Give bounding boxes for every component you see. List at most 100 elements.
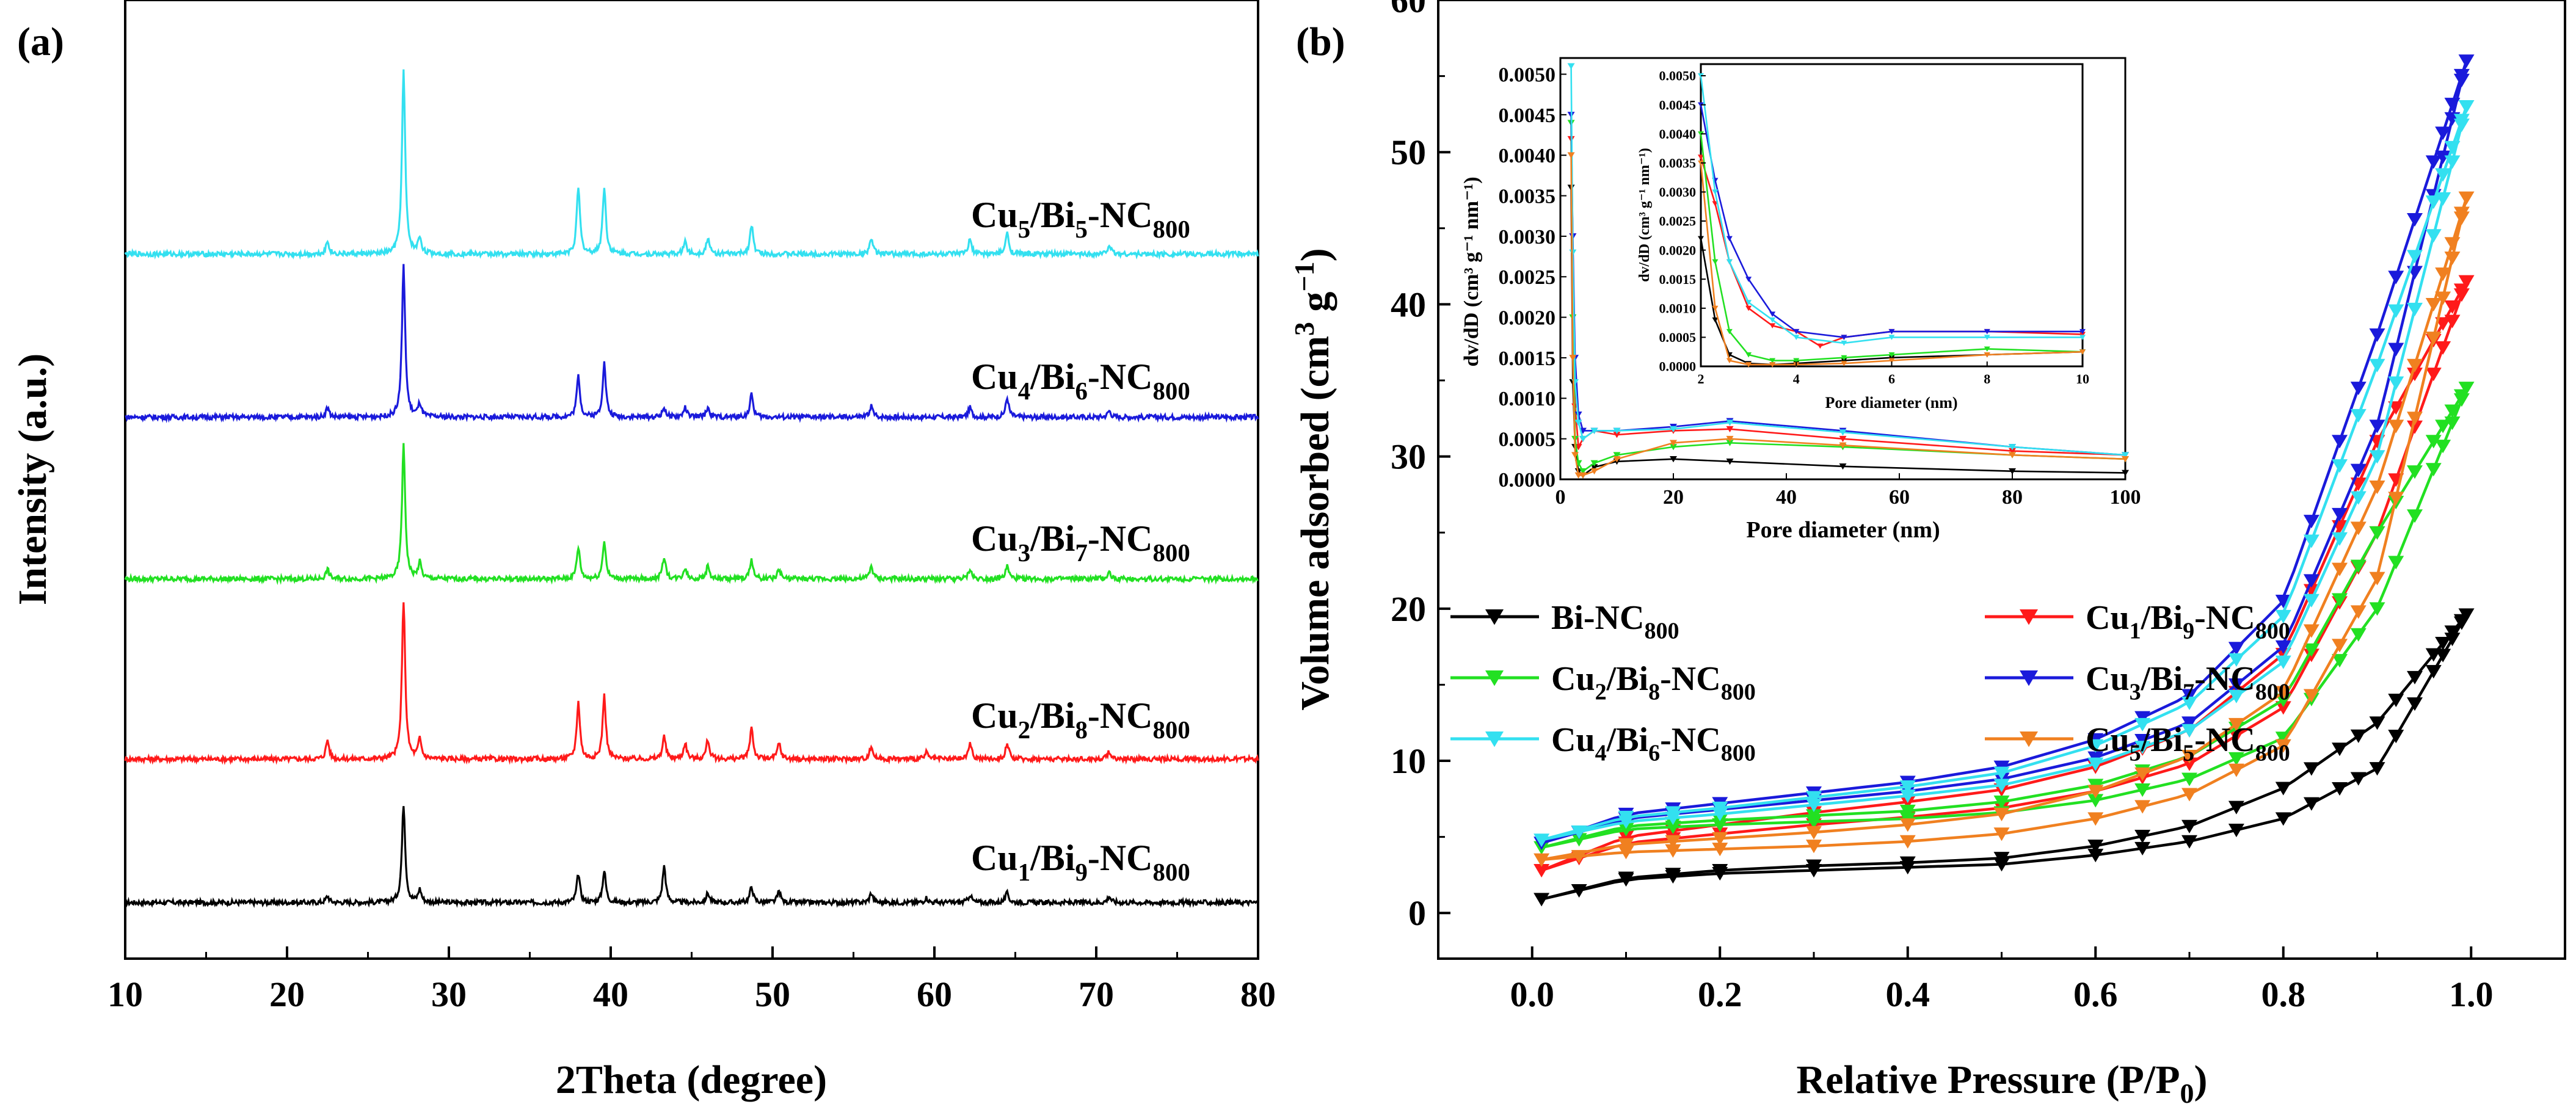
bet-marker bbox=[2407, 368, 2423, 382]
psd_zoom-marker bbox=[1712, 317, 1719, 323]
bet-marker bbox=[2332, 507, 2348, 522]
bet-marker bbox=[1571, 833, 1587, 847]
psd_inset-marker bbox=[1726, 435, 1734, 443]
bet-marker bbox=[2228, 653, 2244, 667]
psd_inset-y-tick-label: 0.0030 bbox=[1499, 226, 1556, 249]
bet-marker bbox=[2444, 625, 2461, 639]
bet-marker bbox=[1618, 846, 1634, 860]
bet-x-tick-label: 0.8 bbox=[2261, 975, 2306, 1014]
bet-marker bbox=[1534, 893, 1550, 907]
psd_zoom-y-tick-label: 0.0035 bbox=[1659, 156, 1697, 171]
bet-marker bbox=[2303, 515, 2319, 529]
psd_inset-trace-5 bbox=[1570, 66, 2126, 456]
psd_inset-marker bbox=[1839, 442, 1847, 449]
bet-marker bbox=[2388, 492, 2404, 506]
xrd-panel: (a) 10 20 30 40 50 60 70 80 Cu1/Bi9-NC800 Cu2/Bi… bbox=[10, 0, 1276, 1102]
inset-y-axis-title: dv/dD (cm³ g⁻¹ nm⁻¹) bbox=[1460, 176, 1483, 366]
psd_inset-x-tick-label: 0 bbox=[1555, 486, 1566, 509]
zoom-y-axis-title: dv/dD (cm³ g⁻¹ nm⁻¹) bbox=[1637, 148, 1653, 282]
psd_zoom-marker bbox=[1841, 361, 1847, 366]
bet-marker bbox=[2388, 419, 2404, 434]
psd_zoom-marker bbox=[1698, 154, 1704, 160]
bet-marker bbox=[1993, 852, 2010, 866]
psd_inset-marker bbox=[1567, 63, 1575, 70]
psd_zoom-marker bbox=[1888, 335, 1895, 340]
psd_zoom-marker bbox=[1769, 323, 1776, 329]
bet-marker bbox=[1899, 856, 1916, 870]
bet-marker bbox=[2303, 643, 2319, 657]
zoom-x-axis-title: Pore diameter (nm) bbox=[1825, 394, 1957, 412]
bet-marker bbox=[2181, 835, 2197, 849]
psd_zoom-marker bbox=[1745, 300, 1752, 305]
bet-marker bbox=[2435, 291, 2451, 305]
psd_inset-marker bbox=[1670, 456, 1677, 463]
psd_zoom-marker bbox=[1745, 277, 1752, 282]
bet-marker bbox=[2407, 412, 2423, 426]
bet-marker bbox=[2181, 696, 2197, 711]
psd_inset-marker bbox=[1590, 427, 1598, 434]
bet-marker bbox=[2134, 841, 2151, 856]
panel-b-label: (b) bbox=[1296, 20, 1345, 64]
bet-y-tick-label: 20 bbox=[1391, 589, 1426, 629]
bet-marker bbox=[2369, 716, 2385, 730]
bet-marker bbox=[2425, 195, 2442, 209]
bet-marker bbox=[2444, 98, 2461, 112]
psd_zoom-marker bbox=[1888, 352, 1895, 358]
bet-marker bbox=[2228, 678, 2244, 692]
bet-marker bbox=[1665, 806, 1681, 820]
bet-marker bbox=[2181, 724, 2197, 738]
psd_inset-y-tick-label: 0.0000 bbox=[1499, 469, 1556, 492]
bet-marker bbox=[2350, 559, 2367, 573]
psd_zoom-marker bbox=[1841, 340, 1847, 346]
bet-marker bbox=[2435, 419, 2451, 434]
bet-marker bbox=[2458, 608, 2475, 622]
psd_zoom-y-tick-label: 0.0010 bbox=[1659, 301, 1697, 316]
bet-marker bbox=[2388, 556, 2404, 570]
bet-marker bbox=[2275, 782, 2291, 796]
bet-marker bbox=[2444, 251, 2461, 266]
psd_inset-y-tick-label: 0.0040 bbox=[1499, 145, 1556, 167]
bet-marker bbox=[1618, 830, 1634, 844]
xrd-series-labels: Cu1/Bi9-NC800 Cu2/Bi8-NC800 Cu3/Bi7-NC800 C… bbox=[971, 195, 1190, 886]
bet-marker bbox=[2407, 465, 2423, 479]
bet-marker bbox=[2275, 686, 2291, 700]
psd_inset-marker bbox=[1571, 452, 1579, 459]
bet-marker bbox=[2087, 757, 2104, 771]
xrd-x-tick-label: 30 bbox=[431, 975, 467, 1014]
psd_zoom-marker bbox=[2079, 329, 2086, 335]
bet-marker bbox=[2087, 812, 2104, 826]
legend-marker bbox=[1485, 609, 1504, 625]
bet-x-tick-label: 1.0 bbox=[2449, 975, 2494, 1014]
bet-marker bbox=[2388, 401, 2404, 415]
bet-x-tick-label: 0.6 bbox=[2073, 975, 2118, 1014]
bet-marker bbox=[2444, 237, 2461, 251]
psd_zoom-marker bbox=[1726, 259, 1733, 265]
psd_zoom-y-tick-label: 0.0050 bbox=[1659, 68, 1697, 84]
bet-marker bbox=[2181, 689, 2197, 703]
bet-marker bbox=[2407, 697, 2423, 711]
psd_inset-y-tick-label: 0.0035 bbox=[1499, 185, 1556, 208]
bet-x-tick-label: 0.0 bbox=[1510, 975, 1555, 1014]
psd_inset-marker bbox=[1569, 249, 1577, 256]
bet-marker bbox=[1806, 840, 1822, 854]
xrd-x-tick-label: 10 bbox=[107, 975, 143, 1014]
inset-x-axis-title: Pore diameter (nm) bbox=[1746, 517, 1940, 543]
bet-y-tick-label: 60 bbox=[1391, 0, 1426, 20]
bet-marker bbox=[2134, 717, 2151, 731]
bet-marker bbox=[2332, 593, 2348, 607]
xrd-trace-5 bbox=[124, 69, 1259, 260]
psd_zoom-marker bbox=[1793, 329, 1800, 335]
bet-marker bbox=[2275, 594, 2291, 609]
bet-marker bbox=[2303, 593, 2319, 608]
bet-marker bbox=[1618, 871, 1634, 885]
bet-marker bbox=[2458, 54, 2475, 68]
xrd-y-axis-title: Intensity (a.u.) bbox=[10, 354, 55, 606]
bet-marker bbox=[2350, 491, 2367, 505]
bet-marker bbox=[2181, 750, 2197, 764]
xrd-series-label-4: Cu4/Bi6-NC800 bbox=[971, 357, 1190, 405]
bet-marker bbox=[2134, 800, 2151, 814]
bet-marker bbox=[2303, 797, 2319, 811]
psd_inset-marker bbox=[1590, 468, 1598, 475]
bet-marker bbox=[2228, 752, 2244, 766]
